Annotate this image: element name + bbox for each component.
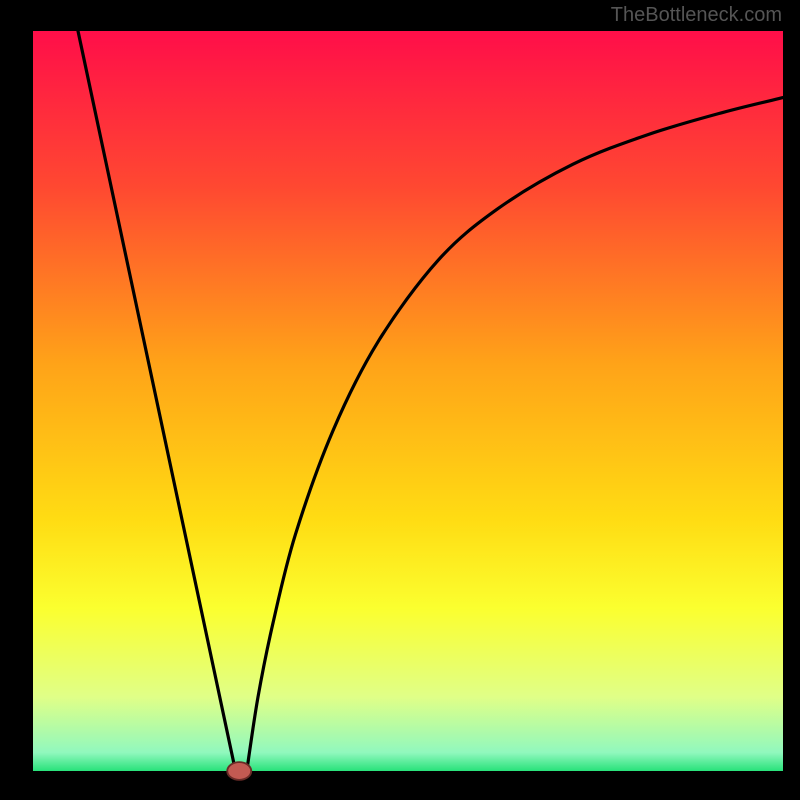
curve-left-segment	[78, 31, 236, 771]
curve-right-segment	[247, 98, 783, 771]
chart-plot-area	[33, 31, 783, 771]
curve-layer	[33, 31, 783, 771]
watermark-text: TheBottleneck.com	[611, 4, 782, 27]
minimum-marker-dot	[227, 762, 251, 780]
